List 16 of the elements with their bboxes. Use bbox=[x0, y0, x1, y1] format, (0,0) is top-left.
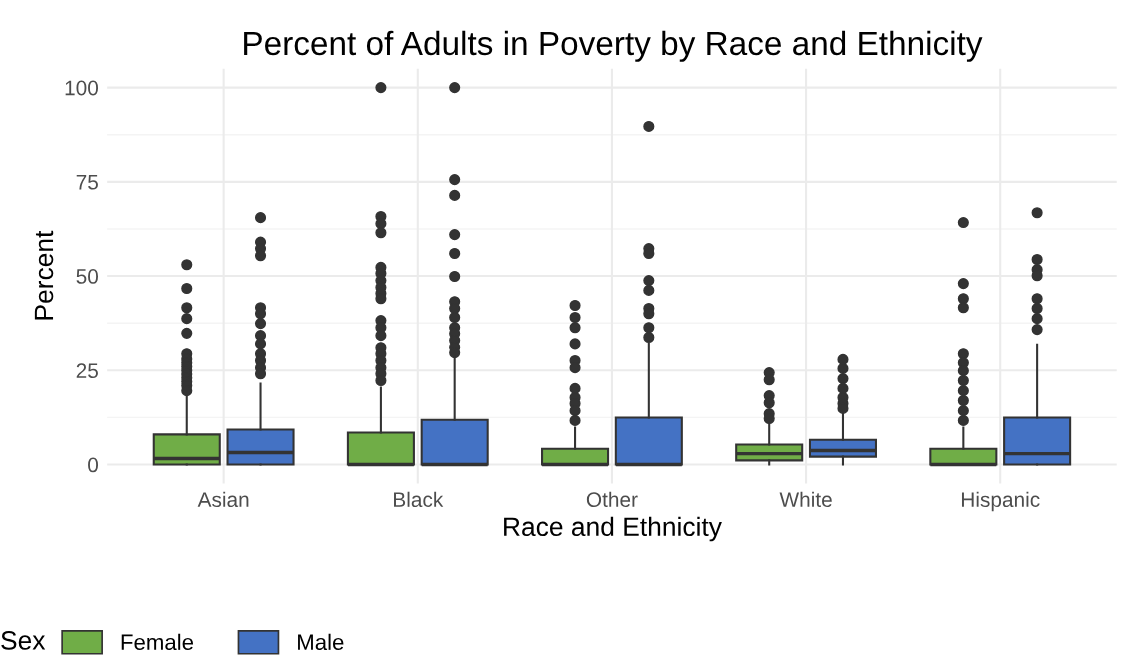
x-tick-label: White bbox=[779, 491, 832, 508]
legend-label: Male bbox=[298, 633, 344, 651]
y-tick-label: 50 bbox=[76, 269, 99, 284]
x-axis-title: Race and Ethnicity bbox=[504, 516, 722, 542]
legend-title: Sex bbox=[1, 631, 46, 650]
x-tick-label: Other bbox=[586, 491, 638, 508]
y-axis-title: Percent bbox=[34, 230, 54, 320]
y-tick-label: 75 bbox=[76, 175, 98, 190]
y-tick-label: 0 bbox=[88, 457, 99, 473]
y-tick-label: 25 bbox=[76, 363, 98, 379]
x-tick-label: Hispanic bbox=[962, 491, 1040, 512]
x-tick-label: Asian bbox=[197, 491, 249, 508]
chart-title: Percent of Adults in Poverty by Race and Ethnicity bbox=[244, 30, 983, 62]
legend-label: Female bbox=[121, 633, 194, 651]
x-tick-label: Black bbox=[394, 491, 444, 508]
y-tick-label: 100 bbox=[65, 80, 99, 96]
